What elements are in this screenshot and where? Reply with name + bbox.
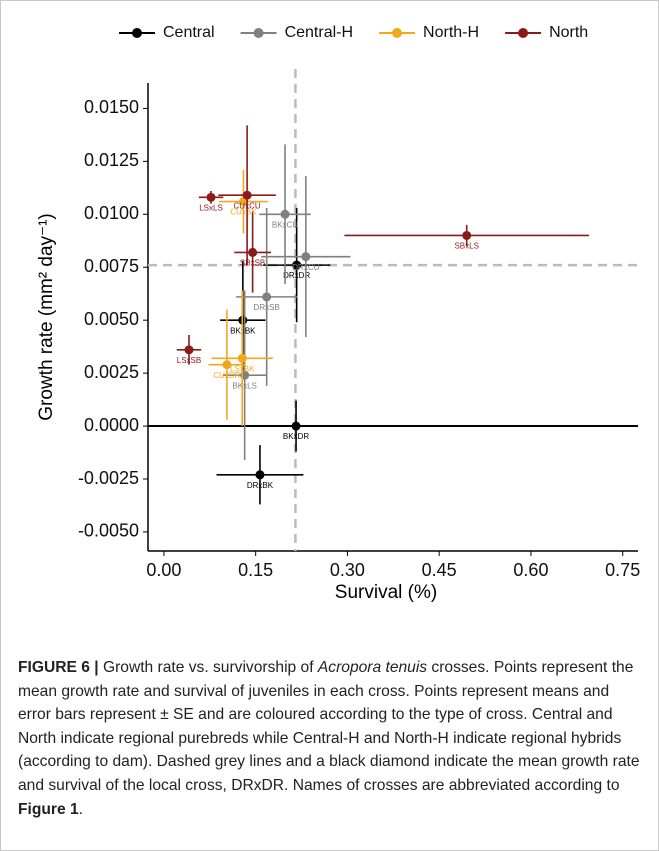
caption-text: Growth rate vs. survivorship of [98,659,318,676]
caption-text: crosses. Points represent the mean growt… [18,659,640,794]
point [301,252,311,262]
point [262,292,272,302]
point [248,247,258,257]
point-label: CUxBK [230,208,257,217]
point [222,360,232,370]
legend-label: Central-H [285,24,353,41]
y-axis-title: Growth rate (mm² day⁻¹) [36,213,57,420]
y-tick-label: 0.0125 [84,150,139,170]
x-tick-label: 0.45 [422,560,457,580]
legend-marker [132,28,142,38]
point [255,470,265,480]
point [292,260,302,270]
caption: FIGURE 6 | Growth rate vs. survivorship … [18,656,643,821]
point [291,421,301,431]
point-label: DRxBK [247,481,274,490]
point-label: SBxLS [454,242,478,251]
point [242,190,252,200]
point-label: SBxSB [240,259,265,268]
point-label: BKxDR [283,432,309,441]
y-tick-label: 0.0025 [84,362,139,382]
y-tick-label: 0.0000 [84,415,139,435]
point-label: DRxDR [283,271,310,280]
point [280,209,290,219]
x-tick-label: 0.00 [146,560,181,580]
x-tick-label: 0.15 [238,560,273,580]
x-tick-label: 0.30 [330,560,365,580]
caption-text: . [78,800,83,818]
point-label: BKxBK [230,326,256,335]
y-tick-label: -0.0050 [78,521,139,541]
point-label: BKxLS [232,381,256,390]
legend-label: North-H [423,24,479,41]
x-tick-label: 0.75 [605,560,640,580]
legend-marker [392,28,403,38]
point-label: CUxDR [213,371,240,380]
caption-species: Acropora tenuis [317,659,428,676]
caption-figref: Figure 1 [18,800,79,818]
legend-label: North [549,24,588,41]
point-label: CUxCU [234,201,261,210]
point [184,345,194,355]
x-axis-title: Survival (%) [335,582,437,603]
chart: Survival (%) Growth rate (mm² day⁻¹) -0.… [36,24,640,603]
y-tick-label: 0.0100 [84,203,139,223]
point [237,353,247,363]
legend-marker [253,28,264,38]
legend-label: Central [163,24,215,41]
y-tick-label: -0.0025 [78,468,139,488]
point [206,192,216,202]
point-label: LSxLS [199,203,223,212]
y-tick-label: 0.0150 [84,97,139,117]
point-label: DRxCU [292,263,319,272]
x-tick-label: 0.60 [513,560,548,580]
y-tick-label: 0.0050 [84,309,139,329]
y-tick-label: 0.0075 [84,256,139,276]
point-label: DRxSB [254,303,280,312]
point-label: LSxSB [177,356,201,365]
point [462,230,472,240]
caption-label: FIGURE 6 | [18,659,99,676]
point-label: LSxBK [230,364,255,373]
legend-marker [518,28,529,38]
point-label: BKxCU [272,220,298,229]
